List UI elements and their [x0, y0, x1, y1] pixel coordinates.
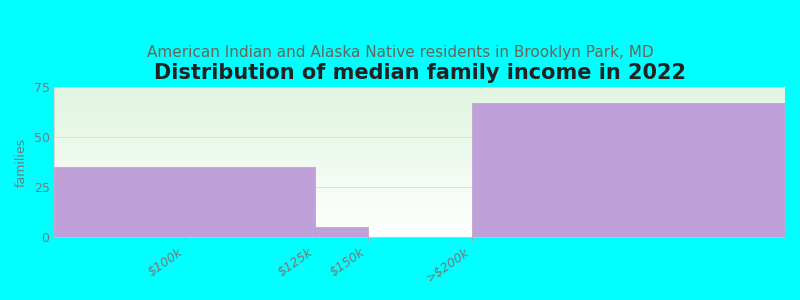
Bar	[54, 167, 315, 237]
Bar	[472, 103, 785, 237]
Y-axis label: families: families	[15, 137, 28, 187]
Bar	[315, 227, 367, 237]
Title: Distribution of median family income in 2022: Distribution of median family income in …	[154, 63, 686, 83]
Text: American Indian and Alaska Native residents in Brooklyn Park, MD: American Indian and Alaska Native reside…	[146, 45, 654, 60]
